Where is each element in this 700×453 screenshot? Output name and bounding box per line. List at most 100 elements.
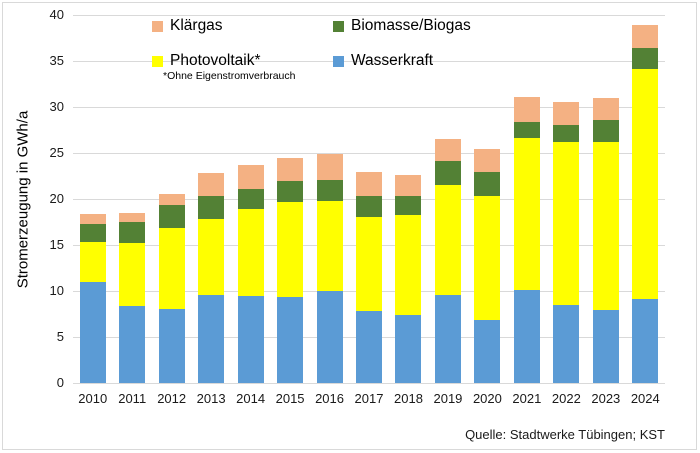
source-note: Quelle: Stadtwerke Tübingen; KST [465, 427, 665, 442]
gridline-30 [73, 107, 665, 108]
bar-segment-2018-photovoltaik [395, 214, 422, 315]
bar-segment-2021-biomassebiogas [513, 121, 540, 139]
x-axis-label-2014: 2014 [236, 391, 266, 406]
bar-segment-2013-photovoltaik [198, 219, 225, 295]
bar-segment-2015-biomassebiogas [277, 180, 304, 202]
gridline-0 [73, 383, 665, 384]
bar-segment-2024-photovoltaik [632, 69, 659, 300]
bar-segment-2012-klrgas [158, 193, 185, 205]
bar-segment-2011-biomassebiogas [119, 222, 146, 244]
bar-slot-2012 [152, 15, 191, 383]
bar-segment-2010-klrgas [79, 213, 106, 224]
bar-segment-2017-biomassebiogas [356, 196, 383, 217]
bar-segment-2021-klrgas [513, 96, 540, 122]
bar-stack-2018 [395, 175, 422, 383]
legend-item-biomasse: Biomasse/Biogas [333, 17, 471, 35]
bar-segment-2024-biomassebiogas [632, 48, 659, 70]
bar-slot-2015 [270, 15, 309, 383]
bar-slot-2010 [73, 15, 112, 383]
bar-plot-area [73, 15, 665, 383]
x-axis-label-2024: 2024 [630, 391, 660, 406]
y-tick-label-5: 5 [56, 329, 64, 344]
bar-segment-2023-biomassebiogas [592, 119, 619, 142]
bar-slot-2018 [389, 15, 428, 383]
bar-stack-2021 [513, 96, 540, 383]
wasserkraft-swatch-icon [333, 55, 344, 67]
photovoltaik-footnote: *Ohne Eigenstromverbrauch [163, 70, 296, 82]
bar-segment-2022-wasserkraft [553, 304, 580, 383]
bar-stack-2024 [632, 25, 659, 383]
legend-label-klaergas: Klärgas [170, 17, 223, 34]
bar-segment-2016-klrgas [316, 153, 343, 180]
bar-stack-2013 [198, 173, 225, 383]
klaergas-swatch-icon [152, 20, 163, 32]
bar-segment-2014-klrgas [237, 165, 264, 189]
y-tick-label-20: 20 [49, 191, 64, 206]
bar-segment-2014-photovoltaik [237, 209, 264, 296]
legend-label-photovoltaik: Photovoltaik* [170, 52, 261, 69]
bar-stack-2012 [158, 193, 185, 383]
y-tick-label-15: 15 [49, 237, 64, 252]
y-tick-label-0: 0 [56, 375, 64, 390]
biomasse-swatch-icon [333, 20, 344, 32]
bar-segment-2016-wasserkraft [316, 291, 343, 383]
bar-segment-2022-biomassebiogas [553, 124, 580, 142]
x-axis-labels: 2010 2011 2012 2013 2014 2015 2016 2017 2018 2019… [73, 391, 665, 406]
bar-slot-2017 [349, 15, 388, 383]
y-tick-label-30: 30 [49, 99, 64, 114]
legend-item-photovoltaik: Photovoltaik* [152, 52, 260, 70]
bar-stack-2019 [434, 139, 461, 383]
bar-segment-2020-biomassebiogas [474, 172, 501, 197]
gridline-25 [73, 153, 665, 154]
bar-segment-2011-klrgas [119, 212, 146, 223]
y-tick-label-10: 10 [49, 283, 64, 298]
bar-segment-2022-photovoltaik [553, 141, 580, 305]
y-tick-label-25: 25 [49, 145, 64, 160]
bar-slot-2023 [586, 15, 625, 383]
bar-segment-2014-wasserkraft [237, 295, 264, 383]
bar-segment-2011-wasserkraft [119, 305, 146, 383]
bar-slot-2021 [507, 15, 546, 383]
x-axis-label-2017: 2017 [354, 391, 384, 406]
y-tick-label-40: 40 [49, 7, 64, 22]
bar-segment-2015-wasserkraft [277, 297, 304, 383]
bar-slot-2013 [191, 15, 230, 383]
x-axis-label-2023: 2023 [591, 391, 621, 406]
bar-segment-2019-photovoltaik [434, 185, 461, 295]
x-axis-label-2021: 2021 [512, 391, 542, 406]
bar-segment-2021-photovoltaik [513, 138, 540, 291]
bar-stack-2016 [316, 153, 343, 383]
bar-segment-2021-wasserkraft [513, 290, 540, 383]
bar-segment-2016-photovoltaik [316, 200, 343, 291]
bar-segment-2023-wasserkraft [592, 310, 619, 383]
x-axis-label-2013: 2013 [196, 391, 226, 406]
bar-segment-2019-wasserkraft [434, 294, 461, 383]
legend-item-klaergas: Klärgas [152, 17, 223, 35]
gridline-40 [73, 15, 665, 16]
bar-segment-2013-wasserkraft [198, 294, 225, 383]
bar-stack-2022 [553, 102, 580, 383]
bar-stack-2020 [474, 149, 501, 383]
x-axis-label-2019: 2019 [433, 391, 463, 406]
bar-segment-2013-biomassebiogas [198, 196, 225, 220]
bar-stack-2011 [119, 212, 146, 383]
bar-segment-2012-wasserkraft [158, 309, 185, 383]
photovoltaik-swatch-icon [152, 55, 163, 67]
bar-stack-2015 [277, 157, 304, 383]
y-tick-label-35: 35 [49, 53, 64, 68]
bar-stack-2014 [237, 165, 264, 383]
x-axis-label-2016: 2016 [315, 391, 344, 406]
bar-segment-2014-biomassebiogas [237, 188, 264, 210]
y-axis-title: Stromerzeugung in GWh/a [14, 110, 32, 289]
bar-segment-2024-wasserkraft [632, 299, 659, 383]
bar-segment-2023-photovoltaik [592, 141, 619, 311]
bar-slot-2022 [547, 15, 586, 383]
bar-segment-2017-klrgas [356, 172, 383, 197]
x-axis-label-2015: 2015 [275, 391, 305, 406]
x-axis-label-2012: 2012 [157, 391, 187, 406]
bar-segment-2018-klrgas [395, 175, 422, 197]
bar-segment-2019-biomassebiogas [434, 161, 461, 186]
bar-segment-2023-klrgas [592, 97, 619, 120]
bar-segment-2010-wasserkraft [79, 281, 106, 383]
